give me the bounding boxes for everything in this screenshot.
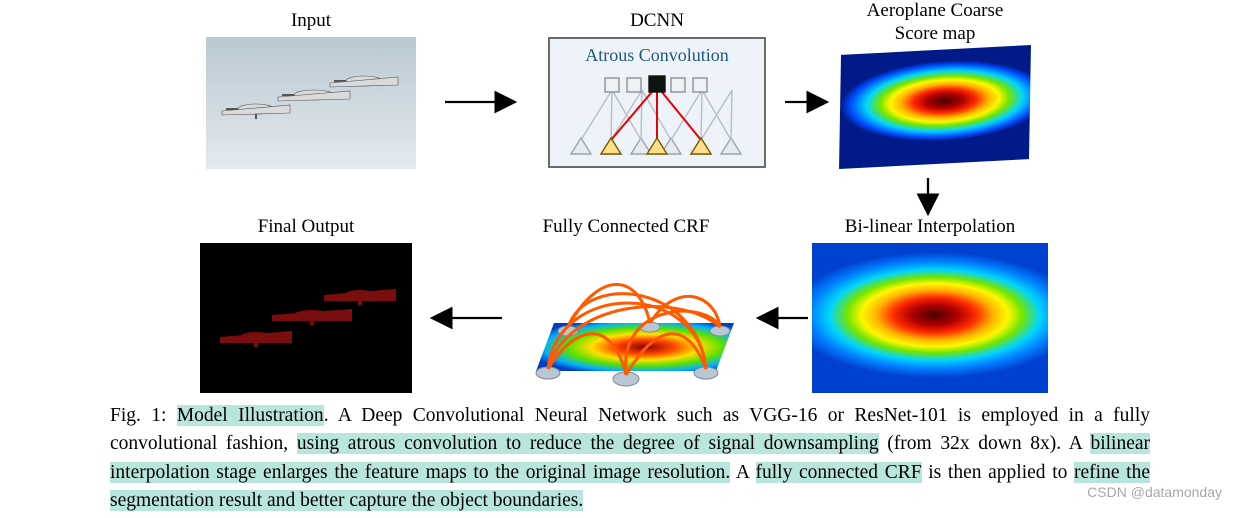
atrous-conv-icon (559, 70, 755, 158)
coarse-heatmap (839, 45, 1031, 169)
label-output: Final Output (258, 216, 355, 239)
node-output: Final Output (200, 216, 412, 393)
node-crf: Fully Connected CRF (518, 216, 734, 393)
node-bilinear: Bi-linear Interpolation (812, 216, 1048, 393)
crf-image (518, 243, 734, 393)
label-coarse: Aeroplane Coarse Score map (867, 0, 1004, 46)
dcnn-subtitle: Atrous Convolution (585, 45, 729, 66)
segmentation-mask-icon (200, 243, 412, 393)
cap-seg-0: Model Illustration (177, 405, 324, 426)
cap-seg-2: using atrous convolution to reduce the d… (297, 433, 879, 454)
node-dcnn: DCNN Atrous Convolution (548, 10, 766, 168)
cap-seg-3: (from 32x down 8x). A (879, 433, 1091, 454)
node-coarse: Aeroplane Coarse Score map (840, 0, 1030, 164)
label-dcnn: DCNN (630, 10, 684, 33)
cap-seg-5: A (730, 462, 755, 483)
watermark: CSDN @datamonday (1087, 484, 1222, 500)
planes-photo-icon (206, 37, 416, 169)
node-input: Input (206, 10, 416, 169)
figure-area: Input DCNN Atrous Convolution (0, 0, 1240, 400)
label-bilinear: Bi-linear Interpolation (845, 216, 1015, 239)
cap-seg-6: fully connected CRF (756, 462, 922, 483)
figure-caption: Fig. 1: Model Illustration. A Deep Convo… (110, 402, 1150, 515)
output-image (200, 243, 412, 393)
crf-graph-icon (518, 243, 734, 393)
dcnn-box: Atrous Convolution (548, 37, 766, 168)
label-input: Input (291, 10, 331, 33)
cap-seg-7: is then applied to (922, 462, 1074, 483)
caption-prefix: Fig. 1: (110, 405, 177, 426)
label-crf: Fully Connected CRF (543, 216, 710, 239)
input-image (206, 37, 416, 169)
bilinear-heatmap (812, 243, 1048, 393)
